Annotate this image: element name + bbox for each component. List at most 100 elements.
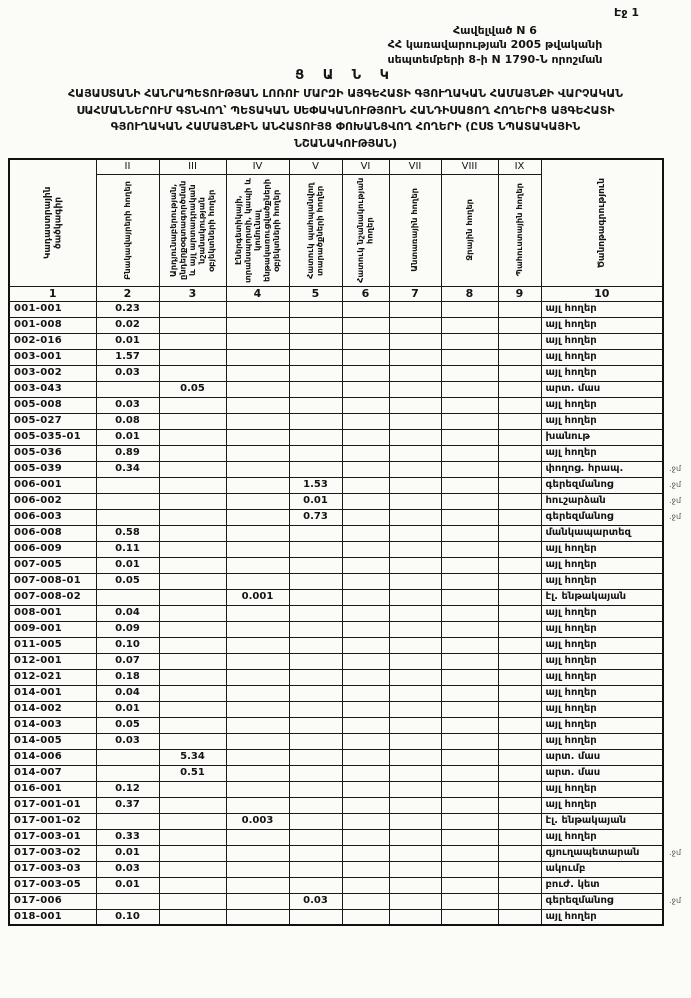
area-value-cell: [388, 300, 442, 318]
area-value-cell: [288, 604, 343, 622]
area-value-cell: [225, 668, 290, 686]
note-cell: էլ. ենթակայան: [540, 812, 664, 830]
note-cell: ակումբ: [540, 860, 664, 878]
note-cell: այլ հողեր: [540, 300, 664, 318]
area-value-cell: [497, 604, 542, 622]
area-value-cell: [440, 588, 499, 606]
area-value-cell: [341, 540, 390, 558]
table-row: 014-007 0.51 արտ. մաս: [8, 764, 691, 782]
area-value-cell: [158, 908, 227, 926]
area-value-cell: [440, 844, 499, 862]
area-value-cell: [341, 556, 390, 574]
area-value-cell: [225, 892, 290, 910]
roman-numeral: VII: [388, 158, 442, 175]
note-cell: այլ հողեր: [540, 572, 664, 590]
area-value-cell: [341, 572, 390, 590]
area-value-cell: [388, 604, 442, 622]
table-row: 006-002 0.01 հուշարձան .ջմ: [8, 492, 691, 510]
area-value-cell: [497, 844, 542, 862]
margin-annotation: .ջմ: [669, 464, 682, 473]
margin-annotation: .ջմ: [669, 848, 682, 857]
area-value-cell: [388, 412, 442, 430]
area-value-cell: [341, 892, 390, 910]
header-residential-lands: Բնակավայրերի հողեր: [95, 173, 160, 287]
table-row: 005-035-01 0.01 խանութ: [8, 428, 691, 446]
table-row: 007-005 0.01 այլ հողեր: [8, 556, 691, 574]
cadastral-code-cell: 005-027: [8, 412, 97, 430]
area-value-cell: 0.05: [158, 380, 227, 398]
area-value-cell: [440, 780, 499, 798]
area-value-cell: [341, 412, 390, 430]
area-value-cell: [388, 684, 442, 702]
area-value-cell: [388, 636, 442, 654]
area-value-cell: [440, 572, 499, 590]
cadastral-code-cell: 017-003-05: [8, 876, 97, 894]
area-value-cell: [158, 492, 227, 510]
table-row: 014-003 0.05 այլ հողեր: [8, 716, 691, 734]
area-value-cell: [440, 620, 499, 638]
cadastral-code-cell: 017-003-02: [8, 844, 97, 862]
roman-numeral: IX: [497, 158, 542, 175]
area-value-cell: [225, 332, 290, 350]
area-value-cell: [440, 428, 499, 446]
area-value-cell: 0.33: [95, 828, 160, 846]
header-note: Ծանոթագրություն: [540, 158, 664, 287]
area-value-cell: [388, 508, 442, 526]
cadastral-code-cell: 001-001: [8, 300, 97, 318]
area-value-cell: [497, 764, 542, 782]
area-value-cell: 0.01: [95, 428, 160, 446]
area-value-cell: [388, 908, 442, 926]
area-value-cell: [288, 652, 343, 670]
area-value-cell: [388, 316, 442, 334]
area-value-cell: [440, 892, 499, 910]
area-value-cell: [158, 636, 227, 654]
margin-annotation: [663, 749, 691, 765]
area-value-cell: 0.03: [288, 892, 343, 910]
area-value-cell: [388, 348, 442, 366]
table-row: 017-003-01 0.33 այլ հողեր: [8, 828, 691, 846]
column-number: 5: [288, 285, 343, 302]
column-number-row: 1 2 3 4 5 6 7 8 9 10: [8, 285, 691, 302]
header-special-purpose-lands: Հատուկ նշանակության հողեր: [341, 173, 390, 287]
area-value-cell: [497, 892, 542, 910]
area-value-cell: [225, 380, 290, 398]
margin-annotation: [663, 701, 691, 717]
area-value-cell: [497, 380, 542, 398]
area-value-cell: 0.23: [95, 300, 160, 318]
cadastral-code-cell: 014-001: [8, 684, 97, 702]
header-energy-transport-lands: Էներգետիկայի, տրանսպորտի, կապի և կոմունա…: [225, 173, 290, 287]
area-value-cell: [225, 396, 290, 414]
area-value-cell: [497, 364, 542, 382]
roman-numeral: IV: [225, 158, 290, 175]
area-value-cell: 0.09: [95, 620, 160, 638]
area-value-cell: [225, 780, 290, 798]
area-value-cell: [440, 716, 499, 734]
margin-annotation: [663, 429, 691, 445]
table-row: 011-005 0.10 այլ հողեր: [8, 636, 691, 654]
area-value-cell: [341, 812, 390, 830]
area-value-cell: [497, 540, 542, 558]
area-value-cell: [288, 876, 343, 894]
note-cell: այլ հողեր: [540, 316, 664, 334]
area-value-cell: [225, 348, 290, 366]
area-value-cell: [225, 844, 290, 862]
cadastral-code-cell: 014-006: [8, 748, 97, 766]
table-row: 001-001 0.23 այլ հողեր: [8, 300, 691, 318]
title-line: ՀԱՅԱՍՏԱՆԻ ՀԱՆՐԱՊԵՏՈՒԹՅԱՆ ԼՈՌՈՒ ՄԱՐԶԻ ԱՅԳ…: [67, 87, 624, 100]
appendix-line: սեպտեմբերի 8-ի N 1790-Ն որոշման: [387, 52, 603, 66]
area-value-cell: [388, 492, 442, 510]
area-value-cell: [158, 588, 227, 606]
column-number: 6: [341, 285, 390, 302]
area-value-cell: [341, 588, 390, 606]
note-cell: այլ հողեր: [540, 652, 664, 670]
area-value-cell: [225, 316, 290, 334]
note-cell: արտ. մաս: [540, 380, 664, 398]
area-value-cell: [497, 460, 542, 478]
table-row: 007-008-02 0.001 էլ. ենթակայան: [8, 588, 691, 606]
cadastral-code-cell: 017-003-01: [8, 828, 97, 846]
area-value-cell: [388, 668, 442, 686]
margin-annotation: [663, 829, 691, 845]
note-cell: այլ հողեր: [540, 556, 664, 574]
area-value-cell: [388, 476, 442, 494]
area-value-cell: [341, 508, 390, 526]
